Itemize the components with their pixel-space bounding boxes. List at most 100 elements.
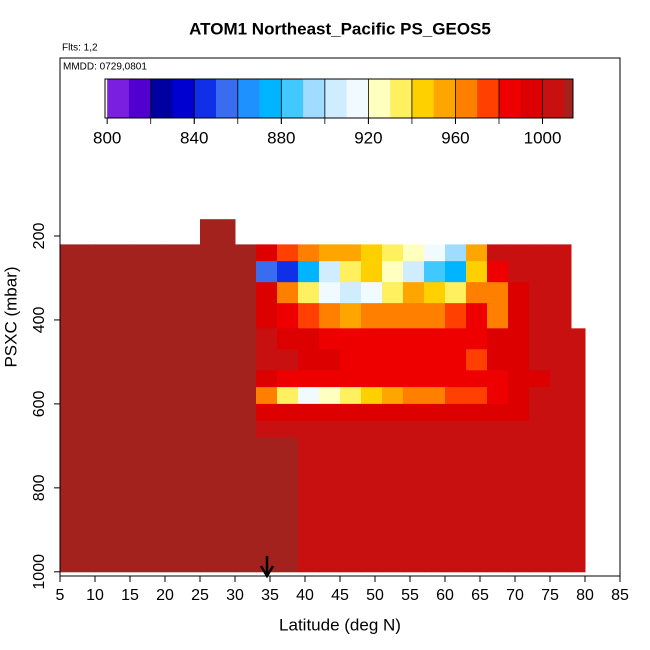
heatmap-cell	[403, 282, 425, 304]
heatmap-cell	[340, 437, 362, 573]
heatmap-cell	[298, 403, 320, 422]
colorbar-swatch	[433, 79, 456, 118]
heatmap-cell	[95, 420, 131, 438]
heatmap-cell	[298, 349, 320, 371]
heatmap-cell	[361, 370, 383, 388]
heatmap-cell	[466, 261, 488, 283]
heatmap-cell	[382, 420, 404, 438]
heatmap-cell	[256, 244, 278, 262]
heatmap-cell	[165, 328, 201, 350]
colorbar-swatch	[411, 79, 435, 118]
colorbar-swatch	[281, 79, 304, 118]
heatmap-cell	[277, 282, 299, 304]
heatmap-cell	[235, 282, 257, 304]
arrow	[259, 556, 275, 579]
heatmap-cell	[165, 420, 201, 438]
heatmap-cell	[466, 303, 488, 329]
heatmap-cell	[508, 244, 530, 262]
heatmap-cell	[403, 328, 425, 350]
heatmap	[60, 219, 586, 573]
heatmap-cell	[298, 328, 320, 350]
colorbar-swatch	[346, 79, 369, 118]
colorbar-swatch	[390, 79, 413, 118]
heatmap-cell	[382, 328, 404, 350]
heatmap-cell	[466, 437, 488, 573]
heatmap-cell	[550, 437, 572, 573]
colorbar-swatch	[107, 79, 130, 118]
colorbar-tick-label: 960	[441, 128, 469, 147]
colorbar-swatch	[542, 79, 565, 118]
heatmap-cell	[256, 437, 278, 573]
heatmap-cell	[130, 420, 166, 438]
colorbar-swatch	[368, 79, 391, 118]
heatmap-cell	[277, 370, 299, 388]
heatmap-cell	[466, 370, 488, 388]
colorbar-swatch	[564, 79, 574, 118]
heatmap-cell	[60, 437, 96, 573]
heatmap-cell	[200, 303, 236, 329]
heatmap-cell	[445, 370, 467, 388]
heatmap-cell	[382, 403, 404, 422]
heatmap-cell	[165, 303, 201, 329]
x-tick-label: 70	[506, 587, 524, 604]
colorbar-frame	[104, 78, 574, 119]
heatmap-cell	[550, 303, 572, 329]
heatmap-cell	[130, 437, 166, 573]
heatmap-cell	[550, 370, 572, 388]
heatmap-cell	[235, 349, 257, 371]
heatmap-cell	[277, 403, 299, 422]
heatmap-cell	[235, 437, 257, 573]
heatmap-cell	[424, 349, 446, 371]
heatmap-cell	[298, 437, 320, 573]
colorbar: 800 840 880 920 960 1000	[93, 78, 574, 147]
colorbar-tick-label: 800	[93, 128, 121, 147]
heatmap-cell	[340, 261, 362, 283]
heatmap-cell	[340, 403, 362, 422]
heatmap-cell	[277, 328, 299, 350]
heatmap-cell	[256, 387, 278, 405]
x-tick-label: 55	[401, 587, 419, 604]
heatmap-cell	[571, 349, 586, 371]
heatmap-cell	[60, 282, 96, 304]
heatmap-cell	[424, 303, 446, 329]
heatmap-cell	[256, 328, 278, 350]
heatmap-cell	[319, 403, 341, 422]
x-tick-label: 30	[226, 587, 244, 604]
heatmap-cell	[130, 303, 166, 329]
heatmap-cell	[130, 244, 166, 262]
x-tick-label: 15	[121, 587, 139, 604]
heatmap-cell	[340, 349, 362, 371]
heatmap-cell	[277, 303, 299, 329]
y-tick-label: 200	[31, 223, 48, 250]
heatmap-cell	[200, 328, 236, 350]
heatmap-cell	[466, 420, 488, 438]
heatmap-cell	[319, 420, 341, 438]
colorbar-swatch	[455, 79, 478, 118]
colorbar-swatch	[324, 79, 348, 118]
heatmap-cell	[200, 219, 236, 245]
heatmap-cell	[256, 420, 278, 438]
x-tick-label: 85	[611, 587, 629, 604]
heatmap-cell	[487, 420, 509, 438]
heatmap-cell	[571, 420, 586, 438]
heatmap-cell	[256, 403, 278, 422]
heatmap-cell	[95, 303, 131, 329]
heatmap-cell	[424, 261, 446, 283]
heatmap-cell	[361, 420, 383, 438]
heatmap-cell	[235, 420, 257, 438]
heatmap-cell	[361, 437, 383, 573]
heatmap-cell	[200, 261, 236, 283]
heatmap-cell	[403, 303, 425, 329]
heatmap-cell	[487, 328, 509, 350]
heatmap-cell	[60, 420, 96, 438]
colorbar-swatch	[128, 79, 152, 118]
heatmap-cell	[403, 437, 425, 573]
heatmap-cell	[571, 403, 586, 422]
x-axis-label: Latitude (deg N)	[279, 615, 401, 634]
heatmap-cell	[382, 370, 404, 388]
y-tick-label: 800	[31, 474, 48, 501]
heatmap-cell	[235, 387, 257, 405]
heatmap-cell	[382, 437, 404, 573]
heatmap-cell	[298, 370, 320, 388]
heatmap-cell	[256, 282, 278, 304]
